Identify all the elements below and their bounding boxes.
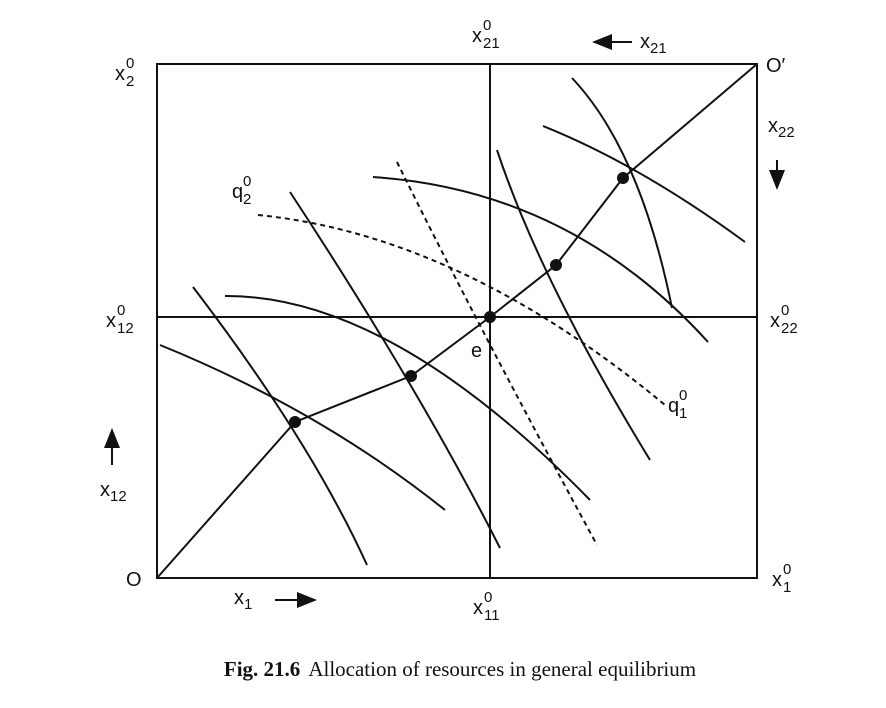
label-sub: 22 [778, 124, 795, 141]
label-sub: 21 [650, 40, 667, 57]
label-base: x [100, 479, 110, 501]
label-origin: O [126, 569, 142, 591]
isoquants [159, 77, 746, 566]
label-sub: 21 [483, 35, 500, 52]
label-x12: x12 [100, 479, 127, 505]
label-x1_0: x0 1 [772, 561, 791, 596]
label-base: x [106, 310, 116, 332]
label-sup: 0 [783, 561, 791, 578]
label-sup: 0 [483, 17, 491, 34]
label-base: q [668, 395, 679, 417]
label-x1: x1 [234, 587, 252, 613]
label-o_prime: O′ [766, 55, 786, 77]
label-sub: 1 [783, 579, 791, 596]
label-base: x [115, 63, 125, 85]
label-sub: 12 [110, 488, 127, 505]
label-x21: x21 [640, 31, 667, 57]
points [289, 172, 629, 428]
label-q2_0: q0 2 [232, 173, 251, 208]
label-x11_0: x0 11 [473, 589, 500, 624]
label-sub: 1 [679, 405, 687, 422]
label-x12_0: x0 12 [106, 302, 134, 337]
caption-number: Fig. 21.6 [224, 657, 300, 681]
label-sup: 0 [484, 589, 492, 606]
label-x22_0: x0 22 [770, 302, 798, 337]
label-base: x [772, 569, 782, 591]
label-base: x [770, 310, 780, 332]
box [156, 63, 758, 579]
label-base: x [472, 25, 482, 47]
label-sup: 0 [117, 302, 125, 319]
label-base: x [473, 597, 483, 619]
label-base: x [234, 587, 244, 609]
label-sub: 2 [126, 73, 134, 90]
label-q1_0: q0 1 [668, 387, 687, 422]
label-x21_0: x0 21 [472, 17, 500, 52]
label-base: x [640, 31, 650, 53]
label-x22: x22 [768, 115, 795, 141]
label-sup: 0 [126, 55, 134, 72]
label-e: e [471, 340, 482, 362]
label-x2_0: x0 2 [115, 55, 134, 90]
label-base: q [232, 181, 243, 203]
label-sup: 0 [781, 302, 789, 319]
label-sub: 12 [117, 320, 134, 337]
label-sub: 22 [781, 320, 798, 337]
caption: Fig. 21.6 Allocation of resources in gene… [224, 657, 696, 681]
label-sub: 1 [244, 596, 252, 613]
label-sup: 0 [679, 387, 687, 404]
caption-text: Allocation of resources in general equil… [308, 657, 696, 681]
label-sup: 0 [243, 173, 251, 190]
label-sub: 2 [243, 191, 251, 208]
label-sub: 11 [484, 607, 500, 624]
label-base: x [768, 115, 778, 137]
arrows [104, 34, 785, 608]
